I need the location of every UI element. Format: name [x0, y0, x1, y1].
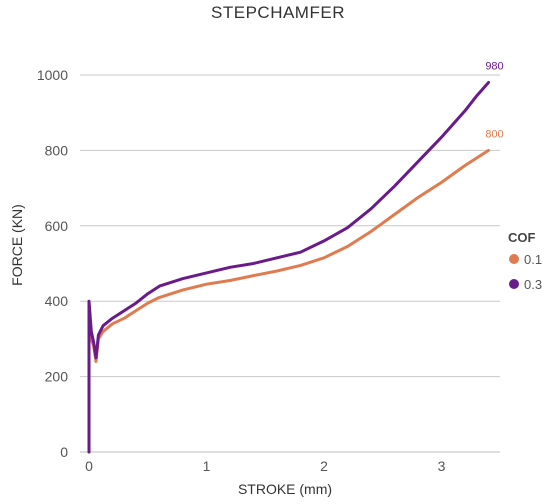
series-line-0.3 — [87, 81, 490, 454]
legend-label-0.3: 0.3 — [524, 277, 542, 292]
legend-title: COF — [508, 230, 536, 245]
y-tick-label: 400 — [45, 293, 69, 309]
y-tick-label: 800 — [45, 142, 69, 158]
legend-marker-0.3 — [509, 279, 519, 289]
y-axis-ticks: 0 200 400 600 800 1000 — [37, 67, 68, 460]
y-tick-label: 1000 — [37, 67, 68, 83]
end-label-0.3: 980 — [485, 61, 503, 73]
legend: COF 0.1 0.3 — [508, 230, 542, 292]
legend-label-0.1: 0.1 — [524, 252, 542, 267]
y-tick-label: 200 — [45, 369, 69, 385]
chart-title: STEPCHAMFER — [211, 3, 345, 22]
end-label-0.1: 800 — [485, 128, 503, 140]
y-axis-label: FORCE (KN) — [9, 204, 25, 286]
end-labels: 800 980 — [485, 61, 503, 141]
y-tick-label: 600 — [45, 218, 69, 234]
series-lines — [87, 81, 490, 454]
x-tick-label: 2 — [320, 458, 328, 474]
legend-marker-0.1 — [509, 254, 519, 264]
gridlines — [80, 74, 500, 378]
x-axis-ticks: 0 1 2 3 — [85, 458, 446, 474]
y-tick-label: 0 — [60, 444, 68, 460]
x-tick-label: 0 — [85, 458, 93, 474]
x-tick-label: 3 — [438, 458, 446, 474]
x-axis-label: STROKE (mm) — [238, 481, 332, 497]
x-tick-label: 1 — [203, 458, 211, 474]
